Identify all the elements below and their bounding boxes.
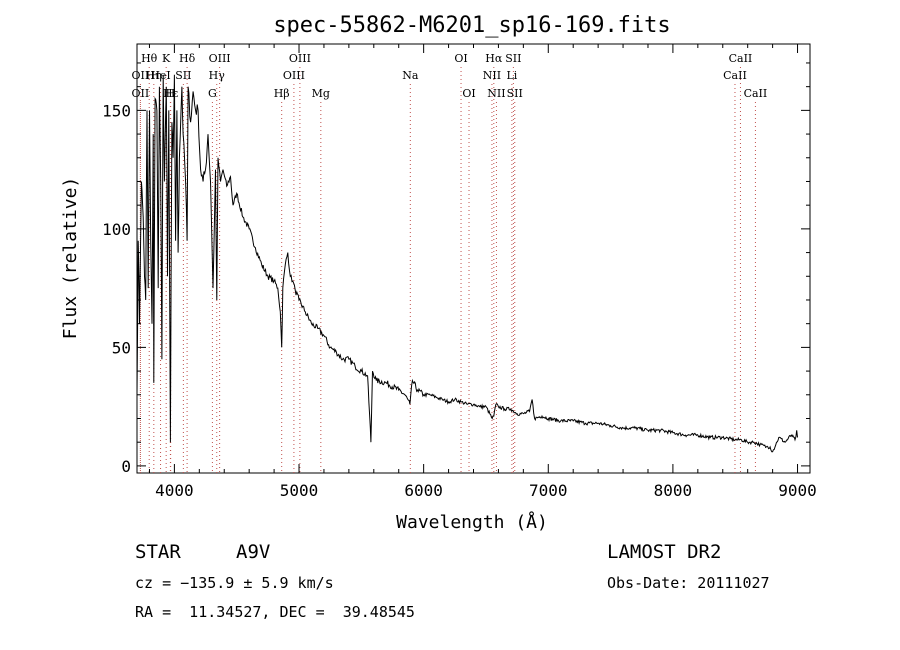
y-axis-ticks: 0 50 100 150 — [102, 62, 810, 476]
marker-label-1: OII — [132, 69, 150, 82]
marker-label-9: Hδ — [179, 52, 196, 65]
marker-label-26: CaII — [729, 52, 753, 65]
survey-name: LAMOST DR2 — [607, 541, 722, 563]
y-tick-label-100: 100 — [102, 220, 131, 239]
marker-label-14: OIII — [283, 69, 305, 82]
marker-label-24: NII — [487, 87, 505, 100]
marker-label-16: Mg — [312, 87, 330, 100]
x-tick-label-9000: 9000 — [778, 481, 817, 500]
marker-label-19: OI — [462, 87, 475, 100]
marker-label-20: Hα — [485, 52, 503, 65]
marker-label-3: Hη — [146, 69, 162, 82]
object-class: STAR — [135, 541, 181, 563]
x-tick-label-4000: 4000 — [155, 481, 194, 500]
marker-label-0: Hθ — [141, 52, 158, 65]
marker-label-22: NII — [483, 69, 501, 82]
marker-label-4: HeI — [150, 69, 170, 82]
marker-label-12: G — [208, 87, 217, 100]
chart-title: spec-55862-M6201_sp16-169.fits — [273, 13, 670, 38]
y-tick-label-50: 50 — [112, 338, 131, 357]
x-tick-label-7000: 7000 — [529, 481, 568, 500]
spectral-subclass: A9V — [236, 541, 271, 563]
marker-label-18: OI — [454, 52, 467, 65]
marker-label-8: SII — [175, 69, 191, 82]
marker-label-28: CaII — [744, 87, 768, 100]
y-tick-label-0: 0 — [121, 457, 131, 476]
y-axis-label: Flux (relative) — [60, 177, 81, 340]
marker-label-21: SII — [505, 52, 521, 65]
marker-label-11: Hγ — [209, 69, 226, 82]
marker-label-13: OIII — [289, 52, 311, 65]
marker-label-25: SII — [507, 87, 523, 100]
x-axis-ticks: 4000 5000 6000 7000 8000 9000 — [148, 44, 817, 500]
emission-line-markers — [139, 67, 756, 473]
marker-label-2: OII — [132, 87, 150, 100]
x-axis-label: Wavelength (Å) — [396, 511, 548, 533]
marker-label-17: Na — [402, 69, 419, 82]
x-tick-label-6000: 6000 — [404, 481, 443, 500]
observation-date: Obs-Date: 20111027 — [607, 574, 770, 592]
marker-label-27: CaII — [723, 69, 747, 82]
marker-label-6: K — [162, 52, 171, 65]
plot-frame — [136, 43, 811, 474]
marker-label-7: H — [166, 87, 176, 100]
x-tick-label-8000: 8000 — [654, 481, 693, 500]
redshift-value: cz = −135.9 ± 5.9 km/s — [135, 574, 334, 592]
x-tick-label-5000: 5000 — [280, 481, 319, 500]
marker-label-10: OIII — [209, 52, 231, 65]
marker-label-15: Hβ — [274, 87, 290, 100]
y-tick-label-150: 150 — [102, 101, 131, 120]
spectrum-line — [136, 74, 798, 453]
marker-label-23: Li — [506, 69, 517, 82]
coordinates: RA = 11.34527, DEC = 39.48545 — [135, 603, 415, 621]
